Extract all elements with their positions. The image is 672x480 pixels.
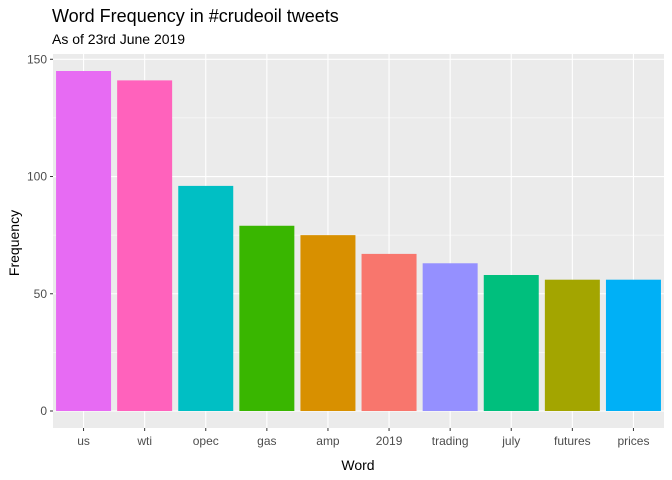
bar-wti: [117, 80, 173, 412]
bar-gas: [239, 225, 295, 411]
x-tick-label: gas: [257, 434, 276, 448]
x-tick-label: july: [501, 434, 520, 448]
x-tick-label: trading: [432, 434, 469, 448]
bars: [56, 71, 661, 412]
bar-prices: [605, 279, 661, 411]
bar-amp: [300, 235, 356, 411]
x-tick-label: amp: [316, 434, 340, 448]
bar-trading: [422, 263, 478, 411]
x-axis: us wti opec gas amp 2019 trading july futures pri…: [77, 428, 649, 448]
x-tick-label: 2019: [376, 434, 403, 448]
y-tick-label: 100: [27, 170, 47, 184]
chart-title: Word Frequency in #crudeoil tweets: [52, 6, 339, 26]
x-tick-label: futures: [554, 434, 591, 448]
x-tick-label: wti: [136, 434, 152, 448]
bar-july: [483, 275, 539, 411]
x-tick-label: us: [77, 434, 90, 448]
y-tick-label: 50: [34, 287, 48, 301]
y-tick-label: 150: [27, 52, 47, 66]
bar-futures: [544, 279, 600, 411]
x-tick-label: prices: [617, 434, 649, 448]
y-tick-label: 0: [40, 404, 47, 418]
y-axis: 0 50 100 150: [27, 52, 53, 418]
chart-subtitle: As of 23rd June 2019: [52, 31, 185, 47]
bar-us: [56, 71, 112, 411]
bar-2019: [361, 253, 417, 411]
x-tick-label: opec: [193, 434, 219, 448]
bar-opec: [178, 185, 234, 411]
y-axis-title: Frequency: [6, 210, 22, 276]
x-axis-title: Word: [341, 457, 374, 473]
